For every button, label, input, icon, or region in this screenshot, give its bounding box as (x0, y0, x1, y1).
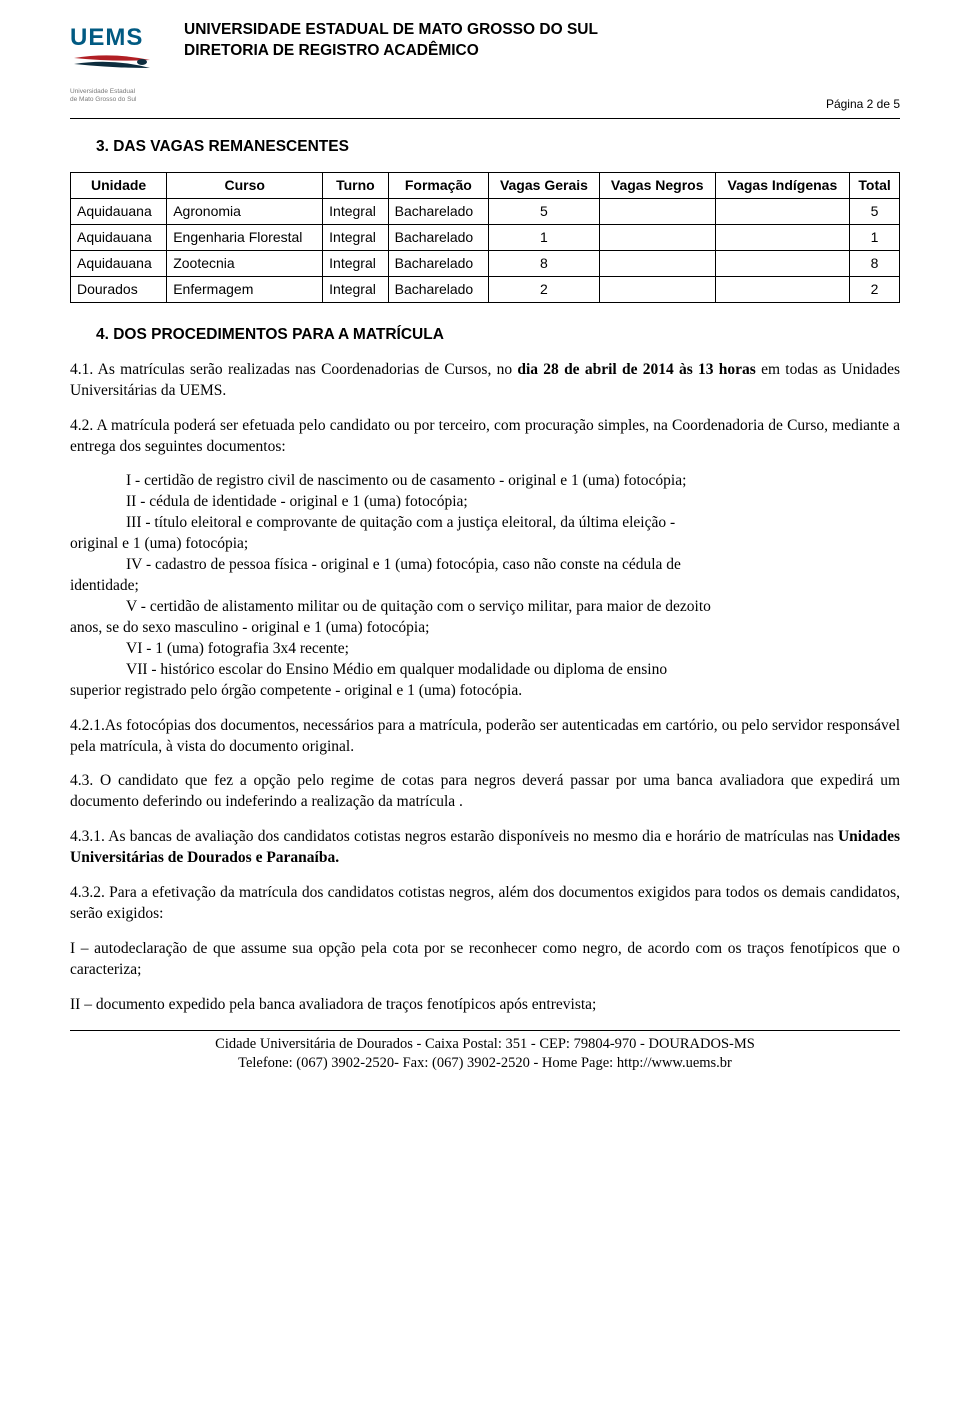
cell (715, 225, 850, 251)
header-titles: UNIVERSIDADE ESTADUAL DE MATO GROSSO DO … (184, 20, 900, 62)
col-curso: Curso (167, 173, 323, 199)
para-4-2: 4.2. A matrícula poderá ser efetuada pel… (70, 416, 900, 458)
table-row: Aquidauana Engenharia Florestal Integral… (71, 225, 900, 251)
footer: Cidade Universitária de Dourados - Caixa… (70, 1035, 900, 1073)
cell: Agronomia (167, 199, 323, 225)
cell: Bacharelado (388, 276, 488, 302)
body-content: 4. DOS PROCEDIMENTOS PARA A MATRÍCULA 4.… (70, 325, 900, 1016)
cell: 2 (489, 276, 600, 302)
table-row: Aquidauana Agronomia Integral Bacharelad… (71, 199, 900, 225)
col-vagas-gerais: Vagas Gerais (489, 173, 600, 199)
institution-sub: DIRETORIA DE REGISTRO ACADÊMICO (184, 41, 900, 62)
text: 4.1. As matrículas serão realizadas nas … (70, 361, 517, 378)
footer-rule (70, 1030, 900, 1031)
doc-v-a: V - certidão de alistamento militar ou d… (126, 598, 711, 615)
text-bold: dia 28 de abril de 2014 às 13 horas (517, 361, 755, 378)
cell: Integral (323, 225, 388, 251)
col-turno: Turno (323, 173, 388, 199)
doc-ii: II - cédula de identidade - original e 1… (126, 493, 468, 510)
para-4-3-2: 4.3.2. Para a efetivação da matrícula do… (70, 883, 900, 925)
table-row: Dourados Enfermagem Integral Bacharelado… (71, 276, 900, 302)
institution-name: UNIVERSIDADE ESTADUAL DE MATO GROSSO DO … (184, 20, 900, 41)
cell: Enfermagem (167, 276, 323, 302)
cell: 1 (850, 225, 900, 251)
cell: Engenharia Florestal (167, 225, 323, 251)
para-4-1: 4.1. As matrículas serão realizadas nas … (70, 360, 900, 402)
cell: Dourados (71, 276, 167, 302)
cell: Integral (323, 276, 388, 302)
doc-vii-a: VII - histórico escolar do Ensino Médio … (126, 661, 667, 678)
doc-iii-a: III - título eleitoral e comprovante de … (126, 514, 675, 531)
doc-vii-b: superior registrado pelo órgão competent… (70, 682, 522, 699)
cell: Aquidauana (71, 251, 167, 277)
cell: Bacharelado (388, 251, 488, 277)
footer-line-1: Cidade Universitária de Dourados - Caixa… (70, 1035, 900, 1054)
para-ii: II – documento expedido pela banca avali… (70, 995, 900, 1016)
cell (715, 251, 850, 277)
table-row: Aquidauana Zootecnia Integral Bacharelad… (71, 251, 900, 277)
footer-line-2: Telefone: (067) 3902-2520- Fax: (067) 39… (70, 1054, 900, 1073)
col-vagas-indigenas: Vagas Indígenas (715, 173, 850, 199)
doc-iv-b: identidade; (70, 577, 139, 594)
col-total: Total (850, 173, 900, 199)
vagas-table: Unidade Curso Turno Formação Vagas Gerai… (70, 172, 900, 302)
cell: Aquidauana (71, 225, 167, 251)
logo-text: UEMS (70, 22, 166, 54)
document-header: UEMS Universidade Estadual de Mato Gross… (70, 20, 900, 104)
para-4-2-1: 4.2.1.As fotocópias dos documentos, nece… (70, 716, 900, 758)
cell: Bacharelado (388, 225, 488, 251)
cell: Bacharelado (388, 199, 488, 225)
docs-list: I - certidão de registro civil de nascim… (70, 471, 900, 701)
cell (715, 276, 850, 302)
cell: 1 (489, 225, 600, 251)
col-formacao: Formação (388, 173, 488, 199)
logo-subtitle-1: Universidade Estadual (70, 89, 166, 96)
logo: UEMS Universidade Estadual de Mato Gross… (70, 20, 166, 104)
table-header-row: Unidade Curso Turno Formação Vagas Gerai… (71, 173, 900, 199)
cell: Aquidauana (71, 199, 167, 225)
header-rule (70, 118, 900, 119)
para-i: I – autodeclaração de que assume sua opç… (70, 939, 900, 981)
para-4-3: 4.3. O candidato que fez a opção pelo re… (70, 771, 900, 813)
doc-i: I - certidão de registro civil de nascim… (126, 472, 686, 489)
col-vagas-negros: Vagas Negros (599, 173, 715, 199)
doc-vi: VI - 1 (uma) fotografia 3x4 recente; (126, 640, 349, 657)
cell (599, 251, 715, 277)
cell: Zootecnia (167, 251, 323, 277)
cell: 2 (850, 276, 900, 302)
cell: 5 (489, 199, 600, 225)
cell (599, 276, 715, 302)
text: 4.3.1. As bancas de avaliação dos candid… (70, 828, 838, 845)
cell: 8 (850, 251, 900, 277)
table-body: Aquidauana Agronomia Integral Bacharelad… (71, 199, 900, 303)
col-unidade: Unidade (71, 173, 167, 199)
cell: Integral (323, 251, 388, 277)
cell (599, 225, 715, 251)
cell: 8 (489, 251, 600, 277)
logo-subtitle-2: de Mato Grosso do Sul (70, 97, 166, 104)
cell: Integral (323, 199, 388, 225)
cell (599, 199, 715, 225)
doc-v-b: anos, se do sexo masculino - original e … (70, 619, 429, 636)
cell: 5 (850, 199, 900, 225)
doc-iv-a: IV - cadastro de pessoa física - origina… (126, 556, 681, 573)
cell (715, 199, 850, 225)
section-3-title: 3. DAS VAGAS REMANESCENTES (96, 137, 900, 158)
logo-swoosh-icon (70, 54, 154, 80)
section-4-title: 4. DOS PROCEDIMENTOS PARA A MATRÍCULA (96, 325, 900, 346)
doc-iii-b: original e 1 (uma) fotocópia; (70, 535, 248, 552)
para-4-3-1: 4.3.1. As bancas de avaliação dos candid… (70, 827, 900, 869)
page-number: Página 2 de 5 (70, 96, 900, 112)
